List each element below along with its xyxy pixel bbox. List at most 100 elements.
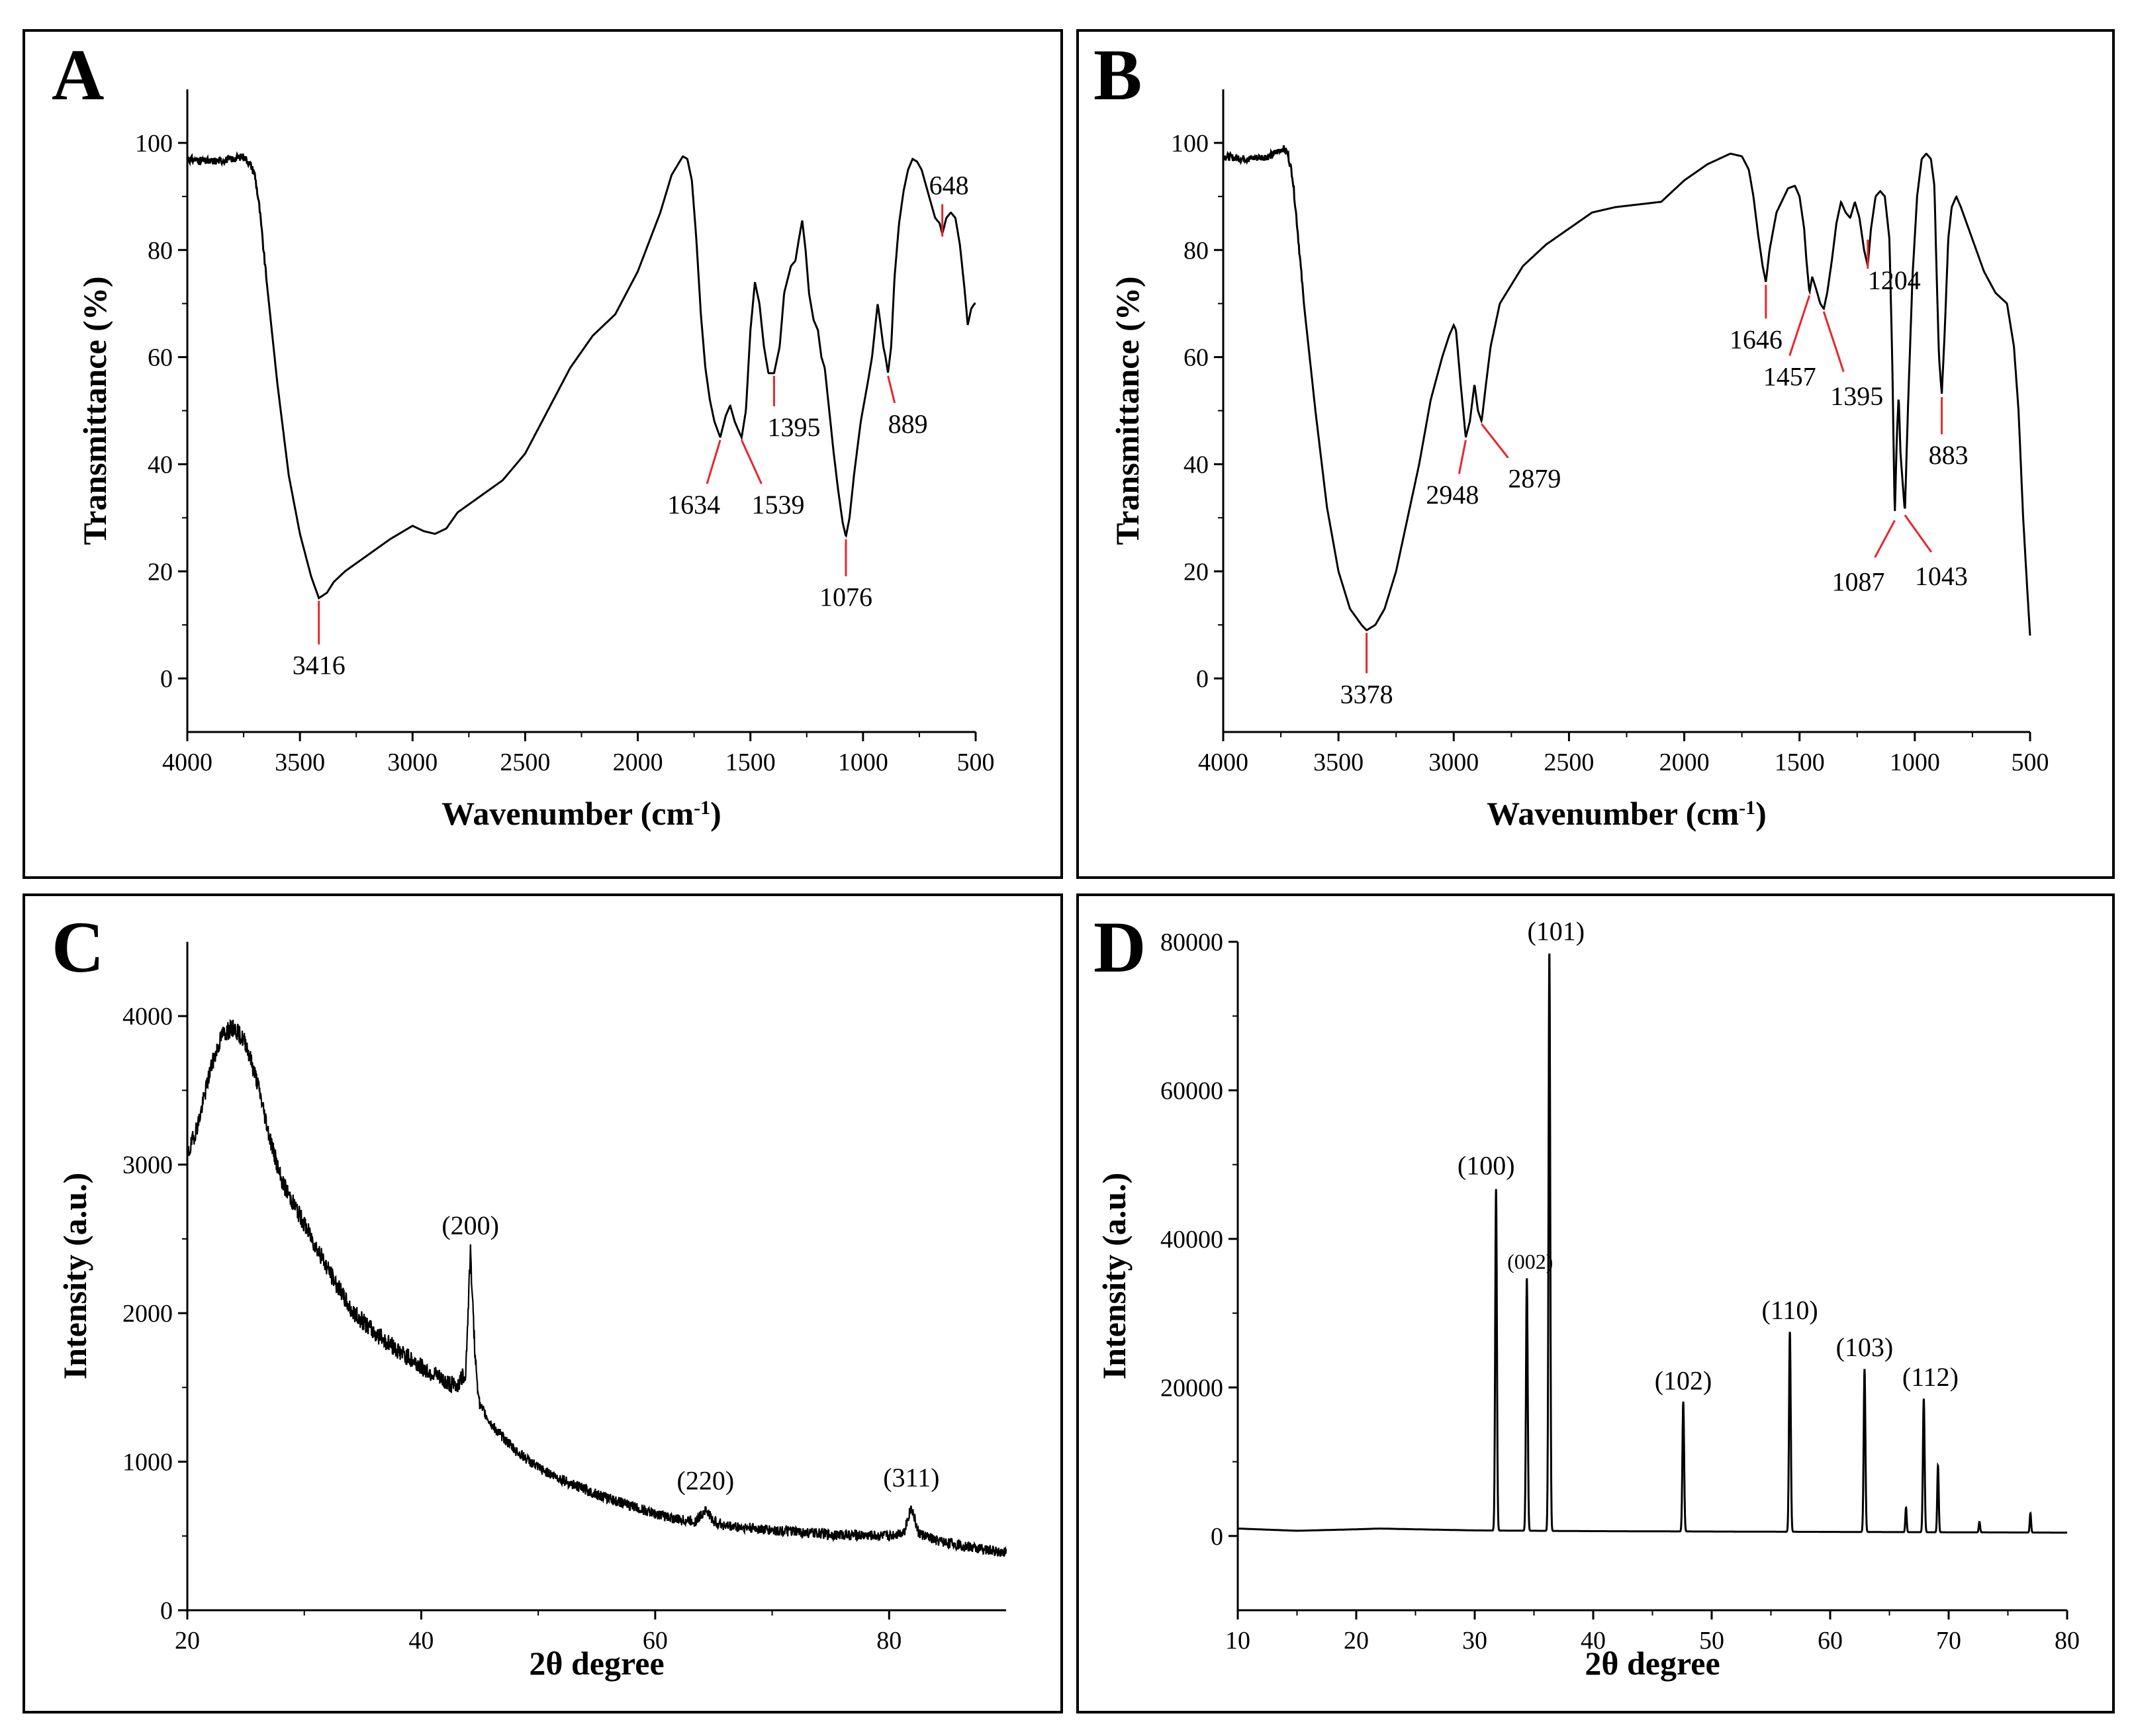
y-axis-title: Transmittance (%) xyxy=(1109,277,1146,545)
peak-label: (112) xyxy=(1902,1362,1959,1392)
x-tick-label: 3000 xyxy=(387,749,438,776)
x-tick-label: 80 xyxy=(876,1627,902,1655)
x-axis-title-sup: -1 xyxy=(694,797,710,819)
peak-leader-line xyxy=(1458,439,1467,475)
panel-frame xyxy=(23,893,1063,1713)
panel-letter: A xyxy=(52,34,104,115)
x-axis-title: Wavenumber (cm-1) xyxy=(1487,795,1767,832)
y-axis-title: Transmittance (%) xyxy=(76,277,113,545)
x-tick-label: 500 xyxy=(957,749,995,776)
panel-letter: B xyxy=(1093,34,1142,115)
panel-frame xyxy=(1076,29,2115,879)
y-tick-label: 80 xyxy=(148,237,173,265)
y-tick-label: 0 xyxy=(1211,1523,1223,1551)
x-tick-label: 1000 xyxy=(838,749,888,776)
peak-label: (102) xyxy=(1655,1365,1712,1395)
x-tick-label: 4000 xyxy=(1198,749,1248,776)
peak-leader-line xyxy=(1904,514,1933,553)
panel-frame xyxy=(23,29,1063,879)
x-axis-title: 2θ degree xyxy=(529,1645,664,1682)
x-tick-label: 2500 xyxy=(1544,749,1594,776)
peak-label: 1646 xyxy=(1730,324,1783,354)
peak-leader-line xyxy=(1822,311,1845,373)
y-tick-label: 60 xyxy=(1183,344,1209,372)
peak-label: (311) xyxy=(883,1463,939,1492)
peak-label: (002) xyxy=(1507,1250,1553,1273)
x-tick-label: 30 xyxy=(1462,1627,1487,1655)
y-tick-label: 3000 xyxy=(122,1152,173,1179)
y-axis-title: Intensity (a.u.) xyxy=(56,1173,93,1380)
peak-label: 1087 xyxy=(1832,567,1885,596)
x-axis-title-end: ) xyxy=(1755,795,1767,832)
x-tick-label: 60 xyxy=(1818,1627,1843,1655)
x-tick-label: 500 xyxy=(2012,749,2049,776)
series-line xyxy=(186,151,976,600)
y-tick-label: 80000 xyxy=(1160,929,1223,956)
x-tick-label: 1500 xyxy=(1775,749,1825,776)
peak-label: 1539 xyxy=(751,490,804,520)
panel-letter: C xyxy=(52,907,104,987)
y-tick-label: 40 xyxy=(1183,451,1209,479)
x-tick-label: 2000 xyxy=(613,749,663,776)
panel-A: A 4000 3500 3000 2500 2000 1500 1000 500 0 20 40 60 8… xyxy=(23,29,1063,879)
peak-label: 1634 xyxy=(667,490,720,520)
peak-label: 1204 xyxy=(1868,265,1921,295)
x-axis-title: Wavenumber (cm-1) xyxy=(441,795,721,832)
y-tick-label: 0 xyxy=(160,665,173,693)
panel-frame xyxy=(1076,893,2115,1713)
panel-letter: D xyxy=(1093,907,1146,987)
peak-label: 1395 xyxy=(767,412,820,442)
peak-label: (220) xyxy=(677,1465,735,1495)
peak-label: (200) xyxy=(441,1211,499,1240)
x-tick-label: 40 xyxy=(408,1627,434,1655)
peak-label: 648 xyxy=(929,170,969,200)
peak-leader-line xyxy=(741,439,763,484)
x-tick-label: 4000 xyxy=(162,749,212,776)
series-line xyxy=(186,1019,1007,1557)
peak-label: 2948 xyxy=(1426,480,1479,510)
y-tick-label: 0 xyxy=(160,1597,173,1625)
x-tick-label: 10 xyxy=(1225,1627,1250,1655)
peak-label: 889 xyxy=(888,409,928,439)
x-tick-label: 50 xyxy=(1699,1627,1724,1655)
y-tick-label: 100 xyxy=(1171,130,1209,158)
y-tick-label: 20 xyxy=(148,558,173,586)
y-tick-label: 60000 xyxy=(1160,1077,1223,1105)
x-axis-title-end: ) xyxy=(710,795,721,832)
y-tick-label: 40000 xyxy=(1160,1226,1223,1254)
peak-label: 2879 xyxy=(1508,464,1561,494)
y-tick-label: 80 xyxy=(1183,237,1209,265)
peak-label: (100) xyxy=(1458,1151,1515,1181)
x-tick-label: 3500 xyxy=(1313,749,1364,776)
y-tick-label: 0 xyxy=(1196,665,1209,693)
x-tick-label: 1500 xyxy=(725,749,776,776)
peak-leader-line xyxy=(887,375,896,404)
peak-label: 3416 xyxy=(293,651,346,680)
peak-label: 1043 xyxy=(1915,561,1968,591)
series-line xyxy=(1223,145,2031,636)
panel-B: B 4000 3500 3000 2500 2000 1500 1000 500 0 20 40 60 8… xyxy=(1076,29,2115,879)
x-tick-label: 3000 xyxy=(1428,749,1479,776)
panel-D: D 10 20 30 40 50 60 70 80 0 20000 40000 60000 80000 2θ… xyxy=(1076,893,2115,1713)
peak-label: 1457 xyxy=(1763,361,1816,391)
y-axis-title: Intensity (a.u.) xyxy=(1095,1173,1133,1380)
y-tick-label: 20 xyxy=(1183,558,1209,586)
x-tick-label: 2500 xyxy=(500,749,550,776)
y-tick-label: 60 xyxy=(148,344,173,372)
x-tick-label: 40 xyxy=(1581,1627,1606,1655)
y-tick-label: 2000 xyxy=(122,1300,173,1328)
peak-leader-line xyxy=(1788,295,1811,356)
x-tick-label: 2000 xyxy=(1659,749,1710,776)
y-tick-label: 20000 xyxy=(1160,1374,1223,1402)
panel-C: C 20 40 60 80 0 1000 2000 3000 4000 2θ degree Inten… xyxy=(23,893,1063,1713)
x-tick-label: 80 xyxy=(2055,1627,2080,1655)
y-tick-label: 1000 xyxy=(122,1449,173,1477)
peak-leader-line xyxy=(706,439,721,484)
x-tick-label: 3500 xyxy=(275,749,325,776)
x-tick-label: 1000 xyxy=(1890,749,1940,776)
x-tick-label: 20 xyxy=(1344,1627,1369,1655)
peak-leader-line xyxy=(1874,520,1896,559)
peak-label: (101) xyxy=(1527,916,1585,946)
peak-label: 1395 xyxy=(1830,381,1883,411)
